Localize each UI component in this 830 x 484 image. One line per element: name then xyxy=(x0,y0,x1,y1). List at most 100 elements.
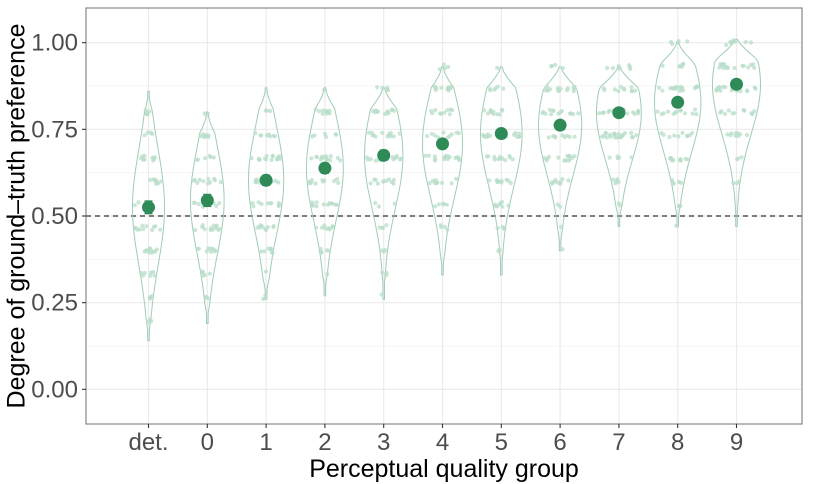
jitter-point xyxy=(151,157,157,162)
jitter-point xyxy=(437,202,442,207)
jitter-point xyxy=(373,134,378,139)
mean-point-8 xyxy=(671,95,685,109)
jitter-point xyxy=(251,204,256,209)
x-tick-label-3: 3 xyxy=(377,429,390,456)
jitter-point xyxy=(737,179,742,184)
jitter-point xyxy=(743,39,748,45)
jitter-point xyxy=(481,133,486,139)
jitter-point xyxy=(265,201,270,206)
y-tick-label: 0.00 xyxy=(31,376,78,403)
jitter-point xyxy=(379,248,384,253)
jitter-point xyxy=(717,65,722,70)
jitter-point xyxy=(263,108,268,113)
jitter-point xyxy=(555,202,560,207)
jitter-point xyxy=(428,108,434,114)
jitter-point xyxy=(625,111,630,116)
jitter-point xyxy=(273,178,278,183)
jitter-point xyxy=(672,133,677,138)
jitter-point xyxy=(496,179,501,184)
jitter-point xyxy=(726,108,731,113)
jitter-point xyxy=(629,130,634,135)
jitter-point xyxy=(517,134,522,139)
jitter-point xyxy=(560,247,565,252)
jitter-point xyxy=(616,89,621,94)
jitter-point xyxy=(597,111,602,116)
jitter-point xyxy=(430,178,435,183)
jitter-point xyxy=(618,84,623,89)
jitter-point xyxy=(328,154,333,159)
jitter-point xyxy=(314,225,319,230)
jitter-point xyxy=(384,223,389,228)
jitter-point xyxy=(314,204,319,209)
jitter-point xyxy=(752,85,757,90)
jitter-point xyxy=(634,133,639,138)
jitter-point xyxy=(425,134,430,139)
jitter-point xyxy=(397,131,402,136)
jitter-point xyxy=(322,178,327,183)
jitter-point xyxy=(446,64,451,69)
jitter-point xyxy=(506,203,511,208)
jitter-point xyxy=(379,292,384,297)
jitter-point xyxy=(249,156,254,161)
jitter-point xyxy=(150,227,155,233)
jitter-point xyxy=(388,130,393,136)
jitter-point xyxy=(433,108,438,113)
jitter-point xyxy=(269,157,274,163)
jitter-point xyxy=(450,108,455,113)
jitter-point xyxy=(482,108,487,113)
jitter-point xyxy=(269,201,274,206)
jitter-point xyxy=(742,108,747,113)
jitter-point xyxy=(144,111,149,116)
jitter-point xyxy=(441,62,447,67)
jitter-point xyxy=(738,89,743,94)
jitter-point xyxy=(560,133,565,138)
jitter-point xyxy=(629,85,634,90)
jitter-point xyxy=(728,133,733,138)
jitter-point xyxy=(636,111,641,116)
jitter-point xyxy=(148,294,153,300)
jitter-point xyxy=(671,181,677,186)
jitter-point xyxy=(627,63,632,68)
jitter-point xyxy=(486,154,491,159)
jitter-point xyxy=(375,181,380,186)
jitter-point xyxy=(564,133,570,138)
jitter-point xyxy=(321,202,326,207)
jitter-point xyxy=(724,42,729,48)
jitter-point xyxy=(661,111,666,116)
violin-9 xyxy=(712,38,761,227)
jitter-point xyxy=(674,223,679,228)
violins xyxy=(132,38,761,342)
jitter-point xyxy=(496,157,501,162)
jitter-point xyxy=(270,153,275,158)
mean-point-0 xyxy=(200,193,214,207)
jitter-point xyxy=(559,224,564,230)
jitter-point xyxy=(324,158,329,163)
jitter-point xyxy=(735,131,741,136)
jitter-point xyxy=(601,134,606,139)
jitter-point xyxy=(607,132,613,137)
jitter-point xyxy=(373,177,378,182)
jitter-point xyxy=(602,88,607,93)
jitter-point xyxy=(375,85,380,90)
jitter-point xyxy=(678,108,683,113)
jitter-point xyxy=(660,88,665,93)
jitter-point xyxy=(735,156,741,161)
jitter-point xyxy=(668,40,674,45)
jitter-point xyxy=(335,155,340,160)
jitter-point xyxy=(543,88,548,93)
jitter-point xyxy=(504,177,509,182)
jitter-point xyxy=(485,134,490,139)
mean-point-1 xyxy=(259,173,273,187)
jitter-point xyxy=(260,224,265,229)
jitter-point xyxy=(207,296,212,301)
jitter-point xyxy=(143,108,148,113)
jitter-point xyxy=(684,133,690,138)
violin-2 xyxy=(306,87,344,297)
jitter-point xyxy=(150,131,155,137)
jitter-point xyxy=(496,249,501,254)
jitter-point xyxy=(513,131,518,136)
jitter-point xyxy=(607,155,612,160)
x-tick-label-7: 7 xyxy=(612,429,625,456)
jitter-point xyxy=(276,155,281,160)
violin-det. xyxy=(132,90,165,342)
